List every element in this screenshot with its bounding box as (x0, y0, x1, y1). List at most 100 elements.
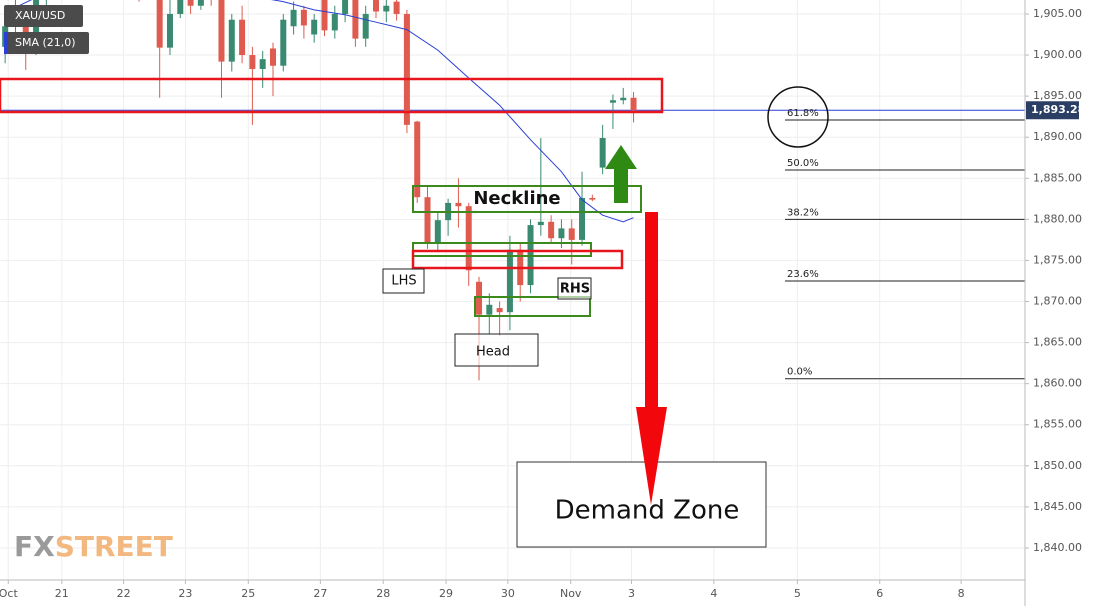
legend-swatch (4, 32, 8, 54)
neckline-label: Neckline (473, 188, 560, 209)
y-tick-label: 1,900.00 (1033, 48, 1082, 61)
x-tick-label: 29 (439, 587, 453, 600)
neckline-box (412, 185, 642, 213)
candle-body (383, 5, 390, 12)
watermark-part: FX (14, 530, 55, 563)
x-tick-label: 28 (376, 587, 390, 600)
head-label: Head (476, 345, 510, 360)
head-box (454, 333, 539, 367)
candle-body (630, 97, 637, 111)
y-tick-label: 1,885.00 (1033, 171, 1082, 184)
candle-body (300, 9, 307, 26)
x-tick-label: Nov (560, 587, 582, 600)
x-tick-label: 25 (241, 587, 255, 600)
candle-body (373, 0, 380, 12)
rhs-label: RHS (560, 282, 590, 297)
fib-label: 61.8% (787, 108, 819, 119)
legend-label: XAU/USD (15, 9, 65, 22)
candle-body (280, 19, 287, 66)
y-tick-label: 1,855.00 (1033, 418, 1082, 431)
down-arrow (636, 212, 667, 505)
lhs-box (382, 268, 425, 294)
candle-body (218, 0, 225, 62)
legend-label: SMA (21,0) (15, 36, 76, 49)
x-tick-label: 3 (628, 587, 635, 600)
candle-body (197, 0, 204, 6)
x-tick-label: 5 (794, 587, 801, 600)
candle-body (177, 0, 184, 14)
x-tick-label: 30 (501, 587, 515, 600)
candle-body (609, 100, 616, 103)
up-arrow (605, 145, 637, 203)
candle-body (548, 221, 555, 239)
candle-body (403, 13, 410, 125)
candle-body (496, 308, 503, 313)
support-box (411, 249, 624, 270)
x-tick-label: 8 (958, 587, 965, 600)
fib-circle (767, 86, 829, 148)
y-tick-label: 1,840.00 (1033, 541, 1082, 554)
x-tick-label: 22 (117, 587, 131, 600)
x-tick-label: Oct (0, 587, 18, 600)
candle-body (311, 19, 318, 35)
candle-body (414, 121, 421, 198)
y-tick-label: 1,890.00 (1033, 130, 1082, 143)
legend-box (4, 5, 83, 27)
x-tick-label: 4 (710, 587, 717, 600)
candle-body (599, 138, 606, 168)
candle-body (589, 197, 596, 200)
candle-body (342, 0, 349, 14)
x-tick-label: 21 (55, 587, 69, 600)
last-price-box (1026, 101, 1079, 120)
candle-body (156, 0, 163, 48)
candle-body (393, 1, 400, 14)
legend-box (4, 32, 89, 54)
fib-label: 23.6% (787, 269, 819, 280)
candle-body (228, 19, 235, 62)
candle-body (558, 228, 565, 239)
labels: 1,905.00 1,900.00 1,895.00 1,890.00 1,885.00… (0, 7, 1085, 600)
y-tick-label: 1,905.00 (1033, 7, 1082, 20)
demand-zone-label: Demand Zone (555, 496, 740, 526)
candle-body (620, 97, 627, 101)
watermark: FXSTREET (14, 530, 173, 563)
candle-body (166, 13, 173, 48)
fib-label: 0.0% (787, 367, 812, 378)
candle-body (331, 13, 338, 31)
rhs-box (557, 277, 592, 300)
candle-body (506, 249, 513, 313)
x-tick-label: 23 (178, 587, 192, 600)
candle-body (476, 281, 483, 315)
candle-body (465, 206, 472, 271)
sma-line (4, 0, 634, 223)
candle-body (424, 197, 431, 244)
y-tick-label: 1,870.00 (1033, 295, 1082, 308)
lhs-label: LHS (391, 274, 416, 289)
candle-body (537, 221, 544, 226)
grid (0, 0, 1025, 580)
candle-body (239, 19, 246, 56)
y-tick-label: 1,850.00 (1033, 459, 1082, 472)
demand-zone-box (516, 461, 767, 548)
resistance-box (0, 77, 664, 114)
y-tick-label: 1,860.00 (1033, 377, 1082, 390)
candle-body (259, 59, 266, 70)
candle-body (568, 228, 575, 240)
candle-body (187, 0, 194, 6)
candle-body (269, 48, 276, 66)
candle-body (249, 55, 256, 70)
fib-label: 50.0% (787, 158, 819, 169)
y-tick-label: 1,895.00 (1033, 89, 1082, 102)
x-tick-label: 6 (876, 587, 883, 600)
candle-body (579, 197, 586, 240)
y-tick-label: 1,865.00 (1033, 336, 1082, 349)
candle-body (486, 304, 493, 315)
candle-body (455, 202, 462, 207)
candle-body (352, 0, 359, 39)
head-zone-box (474, 296, 591, 317)
candle-body (434, 220, 441, 244)
last-price-label: 1,893.28 (1031, 103, 1085, 116)
candle-body (290, 9, 297, 27)
candle-body (321, 0, 328, 31)
